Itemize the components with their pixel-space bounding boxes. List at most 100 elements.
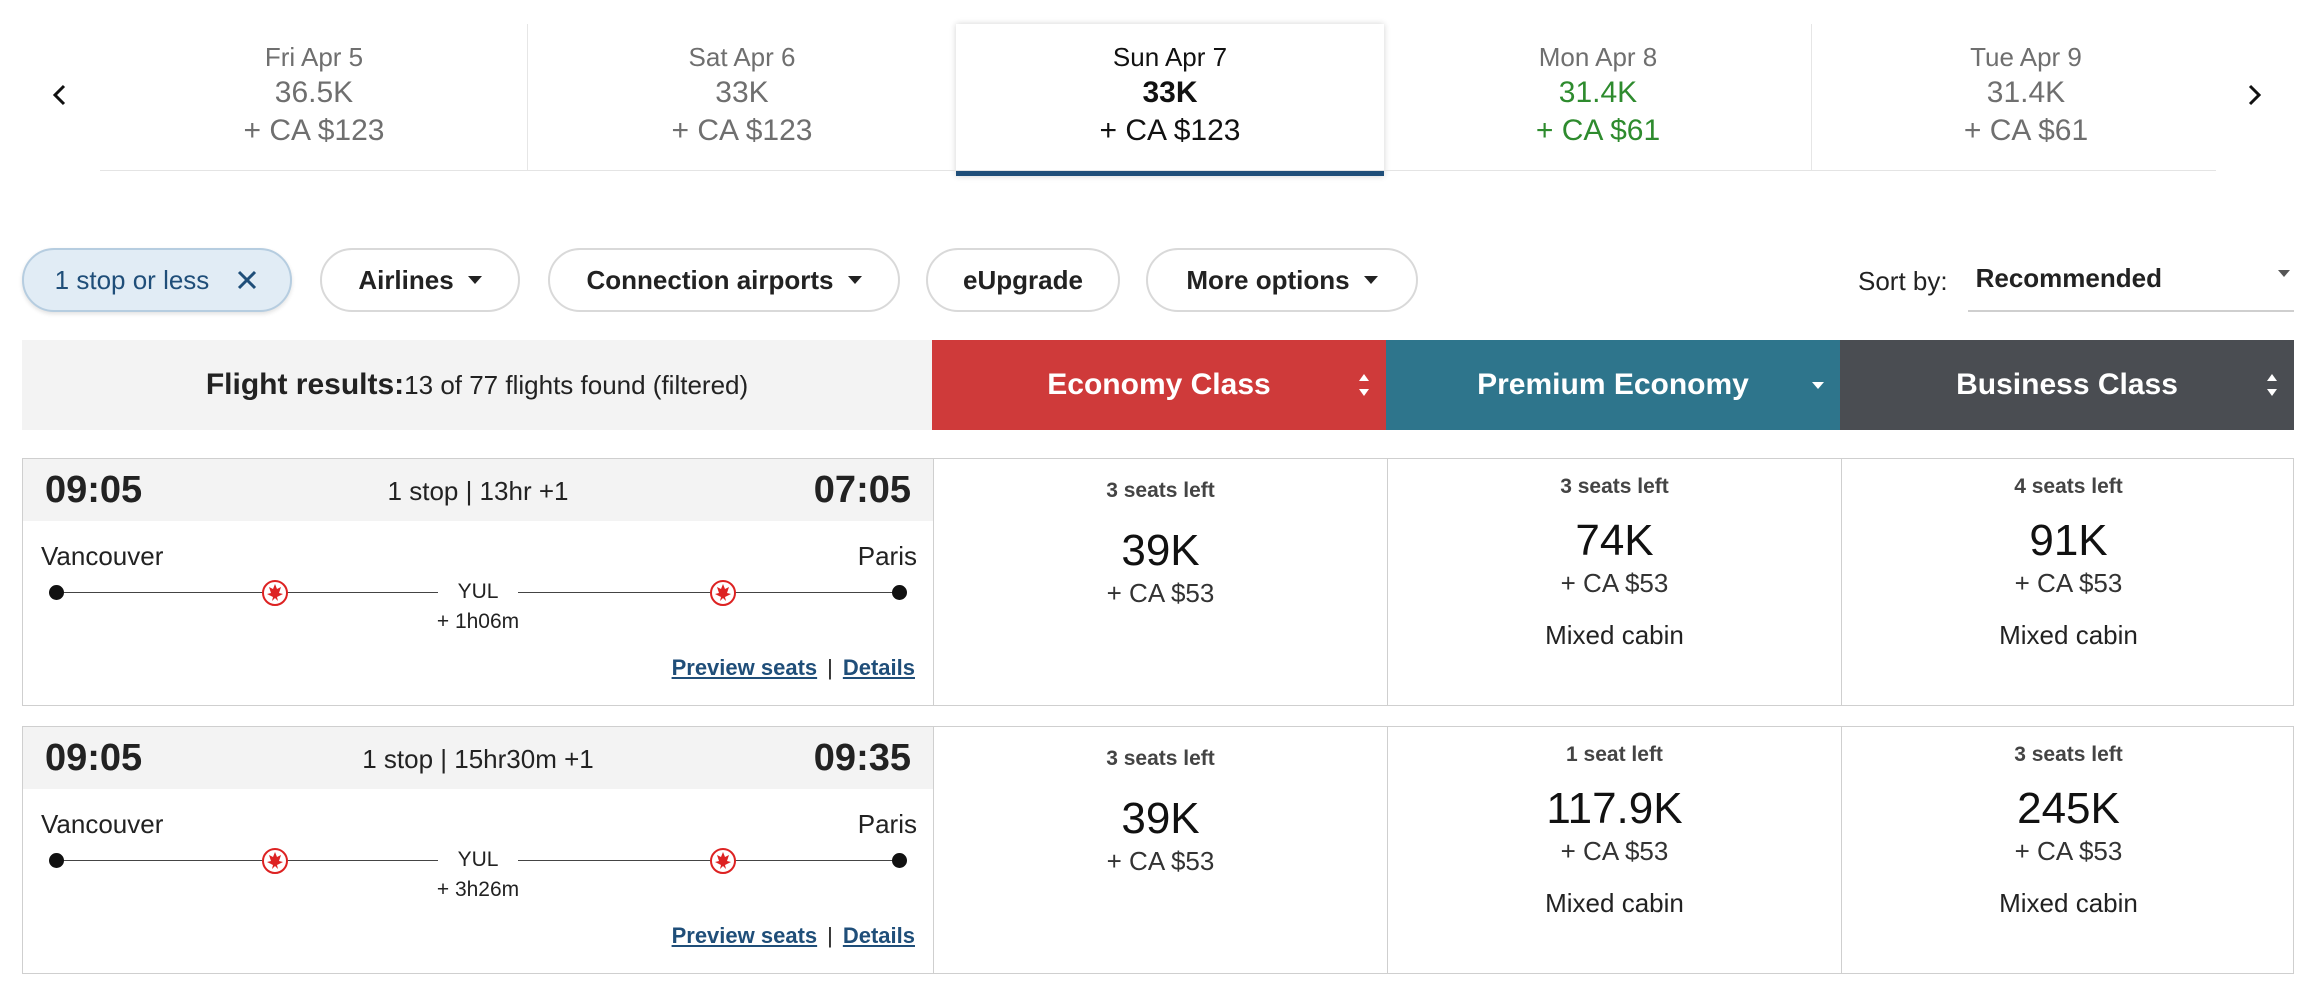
connection-airport: YUL [438,579,518,605]
date-tab-points: 33K [1142,76,1198,109]
date-tab-tax: + CA $123 [243,114,385,147]
fare-note: Mixed cabin [1999,888,2138,918]
caret-down-icon [2277,270,2290,277]
seats-left: 3 seats left [1106,479,1215,502]
sort-value: Recommended [1975,263,2162,293]
close-icon[interactable] [235,268,259,292]
filter-more-options-dropdown[interactable]: More options [1146,248,1418,312]
date-tab-tax: + CA $61 [1535,114,1661,147]
link-separator: | [827,655,833,680]
date-tab-day: Tue Apr 9 [1970,42,2082,72]
date-tab-mon-apr-8[interactable]: Mon Apr 8 31.4K + CA $61 [1384,24,1812,172]
destination-dot [892,585,907,600]
date-tab-sat-apr-6[interactable]: Sat Apr 6 33K + CA $123 [528,24,956,172]
filter-chip-label: eUpgrade [963,264,1083,295]
filter-chip-label: Connection airports [586,264,834,295]
seats-left: 3 seats left [2014,743,2123,766]
fare-business[interactable]: 4 seats left 91K + CA $53 Mixed cabin [1841,459,2295,705]
sort-icon [1359,374,1369,396]
filter-connection-airports-dropdown[interactable]: Connection airports [548,248,900,312]
next-dates-button[interactable] [2232,70,2276,120]
flight-summary-bar: 09:05 1 stop | 15hr30m +1 09:35 [23,727,933,789]
sort-control: Sort by: Recommended [1858,248,2294,314]
fare-note: Mixed cabin [1545,888,1684,918]
cabin-header-premium-economy[interactable]: Premium Economy [1386,340,1840,430]
destination-dot [892,853,907,868]
cabin-header-label: Business Class [1956,368,2178,401]
fare-tax: + CA $53 [2014,836,2123,866]
fare-premium-economy[interactable]: 1 seat left 117.9K + CA $53 Mixed cabin [1387,727,1841,973]
fare-tax: + CA $53 [1560,836,1669,866]
origin-city: Vancouver [41,541,164,571]
connection-airport: YUL [438,847,518,873]
arrival-time: 09:35 [813,737,911,779]
origin-dot [49,853,64,868]
flight-itinerary: 09:05 1 stop | 13hr +1 07:05 Vancouver P… [23,459,933,705]
route-timeline: YUL + 1h06m [49,575,907,645]
filter-chip-label: More options [1186,264,1350,295]
origin-city: Vancouver [41,809,164,839]
date-tab-points: 33K [715,76,769,109]
fare-note: Mixed cabin [1545,620,1684,650]
filter-chip-stops[interactable]: 1 stop or less [22,248,292,312]
preview-seats-link[interactable]: Preview seats [671,923,818,948]
cabin-header-economy[interactable]: Economy Class [932,340,1386,430]
flight-row: 09:05 1 stop | 15hr30m +1 09:35 Vancouve… [22,726,2294,974]
date-tab-fri-apr-5[interactable]: Fri Apr 5 36.5K + CA $123 [100,24,528,172]
flight-links: Preview seats | Details [672,653,915,683]
filter-eupgrade-button[interactable]: eUpgrade [926,248,1120,312]
seats-left: 3 seats left [1560,475,1669,498]
departure-time: 09:05 [45,469,143,511]
details-link[interactable]: Details [842,655,915,680]
details-link[interactable]: Details [842,923,915,948]
fare-economy[interactable]: 3 seats left 39K + CA $53 [933,459,1387,705]
date-tab-tue-apr-9[interactable]: Tue Apr 9 31.4K + CA $61 [1812,24,2240,172]
fare-tax: + CA $53 [1106,846,1215,876]
fare-tax: + CA $53 [1560,568,1669,598]
layover-duration: + 1h06m [436,610,520,633]
date-tab-day: Sun Apr 7 [1112,42,1228,72]
previous-dates-button[interactable] [38,70,82,120]
chevron-left-icon [52,84,66,106]
fare-economy[interactable]: 3 seats left 39K + CA $53 [933,727,1387,973]
arrival-time: 07:05 [813,469,911,511]
date-tab-day: Sat Apr 6 [688,42,796,72]
maple-leaf-icon [710,580,736,606]
origin-dot [49,585,64,600]
flight-stops-duration: 1 stop | 13hr +1 [387,476,569,506]
maple-leaf-icon [262,580,288,606]
date-tab-day: Mon Apr 8 [1538,42,1658,72]
date-tab-tax: + CA $123 [1099,114,1241,147]
fare-tax: + CA $53 [2014,568,2123,598]
filter-bar: 1 stop or less Airlines Connection airpo… [0,248,2308,314]
flight-row: 09:05 1 stop | 13hr +1 07:05 Vancouver P… [22,458,2294,706]
date-tab-day: Fri Apr 5 [264,42,364,72]
sort-label: Sort by: [1858,265,1948,296]
flight-itinerary: 09:05 1 stop | 15hr30m +1 09:35 Vancouve… [23,727,933,973]
fare-points: 117.9K [1546,784,1683,833]
layover-duration: + 3h26m [436,878,520,901]
date-strip-divider [100,170,2216,171]
date-tab-points: 36.5K [274,76,354,109]
date-tab-tax: + CA $61 [1963,114,2089,147]
fare-premium-economy[interactable]: 3 seats left 74K + CA $53 Mixed cabin [1387,459,1841,705]
fare-business[interactable]: 3 seats left 245K + CA $53 Mixed cabin [1841,727,2295,973]
flight-results-text: 13 of 77 flights found (filtered) [404,369,749,400]
flight-results-count: Flight results: 13 of 77 flights found (… [22,340,932,430]
flight-summary-bar: 09:05 1 stop | 13hr +1 07:05 [23,459,933,521]
results-header: Flight results: 13 of 77 flights found (… [22,340,2294,430]
sort-select[interactable]: Recommended [1967,250,2294,312]
destination-city: Paris [857,541,917,571]
flight-stops-duration: 1 stop | 15hr30m +1 [362,744,594,774]
date-tab-sun-apr-7[interactable]: Sun Apr 7 33K + CA $123 [956,24,1384,176]
filter-airlines-dropdown[interactable]: Airlines [320,248,520,312]
date-tab-points: 31.4K [1986,76,2066,109]
date-tab-tax: + CA $123 [671,114,813,147]
departure-time: 09:05 [45,737,143,779]
cabin-header-label: Economy Class [1047,368,1271,401]
cabin-header-business[interactable]: Business Class [1840,340,2294,430]
date-tab-points: 31.4K [1558,76,1638,109]
preview-seats-link[interactable]: Preview seats [671,655,818,680]
maple-leaf-icon [262,848,288,874]
sort-descending-icon [1812,382,1824,389]
